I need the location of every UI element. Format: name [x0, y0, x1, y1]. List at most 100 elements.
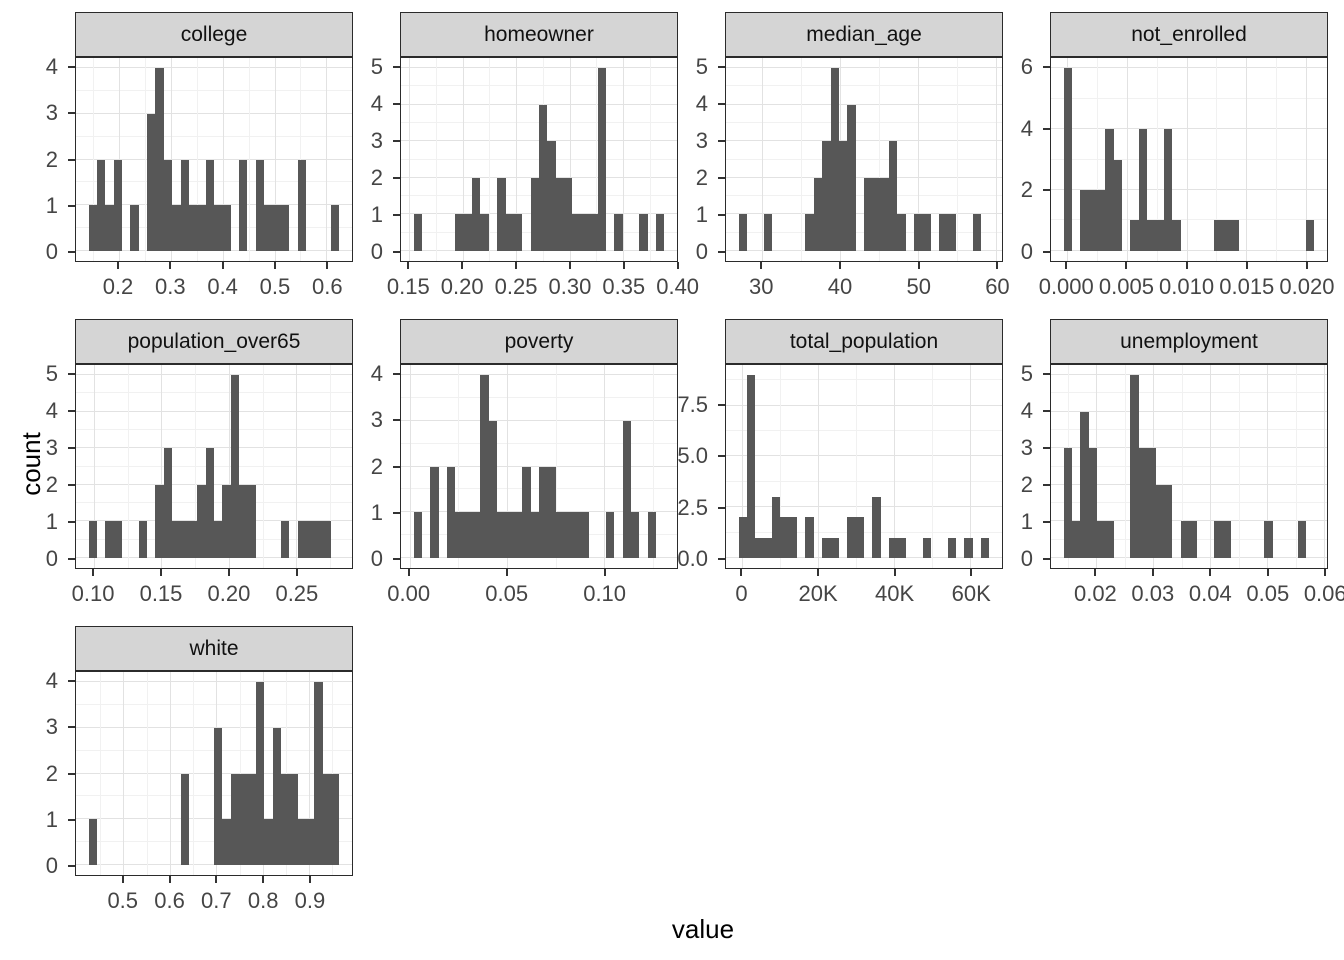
gridline-minor: [100, 672, 102, 875]
gridline-major: [274, 58, 276, 261]
y-axis: 0.0 2.5 5.0 7.5: [677, 364, 725, 571]
y-tick-label: 0: [45, 238, 58, 264]
gridline-minor: [330, 365, 331, 568]
x-tick-mark: [1125, 262, 1128, 269]
x-tick-mark: [308, 876, 311, 883]
histogram-bar: [505, 214, 514, 251]
histogram-bar: [539, 466, 548, 558]
plot-panel: [1050, 57, 1328, 262]
facet-title: poverty: [504, 329, 574, 353]
gridline-minor: [76, 502, 352, 504]
histogram-bar: [413, 512, 422, 558]
histogram-bar: [513, 214, 523, 251]
x-tick-mark: [676, 262, 679, 269]
y-tick-label: 3: [45, 100, 58, 126]
histogram-bar: [280, 205, 290, 251]
histogram-bar: [880, 177, 890, 251]
histogram-bar: [306, 521, 315, 558]
gridline-major: [726, 140, 1002, 142]
x-tick-mark: [221, 262, 224, 269]
histogram-bar: [222, 205, 231, 251]
y-axis: 0 1 2 3 4: [28, 55, 75, 264]
x-tick-label: 0.15: [386, 274, 430, 299]
y-tick-label: 4: [370, 91, 383, 117]
y-tick-label: 4: [695, 91, 708, 117]
y-tick-label: 0.0: [677, 545, 708, 571]
x-axis: 0.000 0.005 0.010 0.015 0.020: [1039, 262, 1334, 307]
histogram-bar: [1080, 190, 1089, 251]
gridline-major: [222, 58, 224, 261]
x-tick-mark: [168, 876, 171, 883]
y-tick-label: 3: [370, 128, 383, 154]
histogram-bar: [639, 214, 648, 251]
gridline-major: [818, 365, 820, 568]
x-tick-mark: [760, 262, 763, 269]
x-tick-mark: [1065, 262, 1068, 269]
x-tick-label: 0.8: [247, 888, 279, 913]
facet-strip: not_enrolled: [1050, 12, 1328, 57]
gridline-minor: [1051, 97, 1327, 99]
y-tick-mark: [718, 455, 725, 458]
histogram-bar: [647, 512, 657, 558]
histogram-bar: [805, 214, 814, 251]
x-tick-label: 60: [985, 274, 1010, 299]
histogram-bar: [205, 159, 214, 251]
gridline-major: [76, 483, 352, 485]
histogram-bar: [322, 773, 332, 865]
histogram-bar: [180, 159, 189, 251]
y-tick-label: 0: [695, 238, 708, 264]
gridline-major: [296, 365, 298, 568]
x-tick-label: 0.06: [1303, 581, 1344, 606]
x-tick-label: 0.020: [1279, 274, 1335, 299]
histogram-bar: [214, 727, 223, 865]
y-tick-label: 0: [45, 545, 58, 571]
gridline-major: [1267, 365, 1269, 568]
x-tick-label: 0.25: [275, 581, 319, 606]
y-tick-label: 3: [45, 714, 58, 740]
histogram-bar: [1163, 129, 1173, 251]
facet-title: population_over65: [127, 329, 301, 353]
facet-strip: population_over65: [75, 319, 353, 364]
x-tick-mark: [215, 876, 218, 883]
y-tick-label: 1: [370, 499, 383, 525]
y-tick-label: 0: [45, 852, 58, 878]
histogram-bar: [264, 819, 273, 865]
histogram-bar: [239, 484, 248, 558]
histogram-bar: [113, 521, 122, 558]
gridline-minor: [1051, 392, 1327, 394]
gridline-minor: [436, 58, 437, 261]
y-tick-mark: [68, 483, 75, 486]
histogram-bar: [138, 521, 148, 558]
gridline-minor: [196, 58, 198, 261]
y-tick-label: 4: [1020, 115, 1033, 141]
histogram-bar: [214, 205, 223, 251]
facet-population_over65: population_over65 0 1 2 3 4 5 0.10 0.15 0.20 0.2…: [28, 319, 353, 614]
x-tick-label: 0.02: [1073, 581, 1117, 606]
gridline-major: [569, 58, 571, 261]
x-axis-title: value: [671, 914, 735, 944]
gridline-major: [76, 447, 352, 449]
facet-white: white 0 1 2 3 4 0.5 0.6 0.7 0.8 0.9: [28, 626, 353, 921]
histogram-bar: [1130, 220, 1139, 251]
x-tick-label: 0.00: [387, 581, 431, 606]
x-tick-label: 60K: [951, 581, 991, 606]
y-tick-mark: [718, 176, 725, 179]
histogram-bar: [255, 159, 265, 251]
histogram-bar: [1113, 159, 1123, 251]
x-tick-label: 0.6: [311, 274, 343, 299]
x-tick-label: 0.010: [1159, 274, 1215, 299]
histogram-bar: [1147, 448, 1156, 558]
histogram-bar: [1063, 68, 1072, 251]
plot-panel: [75, 671, 353, 876]
x-tick-mark: [227, 569, 230, 576]
histogram-bar: [922, 537, 931, 558]
gridline-minor: [932, 365, 934, 568]
x-tick-mark: [1266, 569, 1269, 576]
gridline-minor: [1051, 219, 1327, 221]
x-axis: 0.00 0.05 0.10: [387, 569, 678, 614]
y-axis: 0 1 2 3 4 5: [28, 362, 75, 571]
x-tick-mark: [92, 569, 95, 576]
facet-strip: total_population: [725, 319, 1003, 364]
histogram-bar: [513, 512, 523, 558]
gridline-major: [123, 672, 125, 875]
